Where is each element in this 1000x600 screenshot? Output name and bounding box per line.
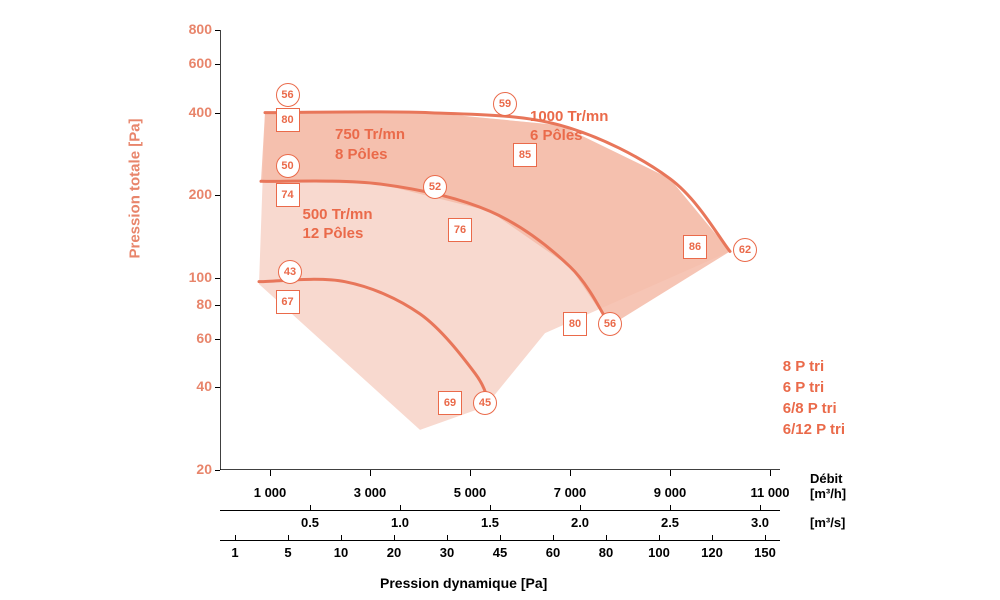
marker-square: 69	[438, 391, 462, 415]
curve-label: 500 Tr/mn12 Pôles	[303, 205, 373, 244]
x2-tick: 0.5	[301, 515, 319, 530]
x1-tick: 1 000	[254, 485, 287, 500]
x1-tick: 9 000	[654, 485, 687, 500]
x3-tick: 80	[599, 545, 613, 560]
y-tick: 60	[172, 330, 212, 346]
x3-tick: 20	[387, 545, 401, 560]
y-tick: 400	[172, 104, 212, 120]
x3-tick: 5	[284, 545, 291, 560]
x2-tick: 3.0	[751, 515, 769, 530]
x2-tick: 2.5	[661, 515, 679, 530]
x2-tick: 2.0	[571, 515, 589, 530]
marker-square: 85	[513, 143, 537, 167]
x1-tick: 5 000	[454, 485, 487, 500]
y-tick: 80	[172, 296, 212, 312]
marker-square: 80	[563, 312, 587, 336]
x2-tick: 1.0	[391, 515, 409, 530]
y-tick: 40	[172, 378, 212, 394]
y-tick: 600	[172, 55, 212, 71]
marker-circle: 56	[598, 312, 622, 336]
marker-square: 74	[276, 183, 300, 207]
legend-line: 8 P tri	[783, 356, 845, 377]
x2-unit: [m³/s]	[810, 515, 845, 530]
x1-tick: 11 000	[750, 485, 789, 500]
x1-label-right: Débit [m³/h]	[810, 471, 846, 501]
y-tick: 20	[172, 461, 212, 477]
x3-tick: 120	[701, 545, 723, 560]
marker-square: 76	[448, 218, 472, 242]
y-axis-label: Pression totale [Pa]	[127, 118, 144, 258]
x3-tick: 10	[334, 545, 348, 560]
marker-circle: 52	[423, 175, 447, 199]
y-tick: 200	[172, 186, 212, 202]
marker-circle: 50	[276, 154, 300, 178]
legend-line: 6/8 P tri	[783, 398, 845, 419]
marker-square: 67	[276, 290, 300, 314]
x2-tick: 1.5	[481, 515, 499, 530]
x1-tick: 7 000	[554, 485, 587, 500]
x3-tick: 150	[754, 545, 776, 560]
x3-tick: 45	[493, 545, 507, 560]
legend-line: 6 P tri	[783, 377, 845, 398]
x1-tick: 3 000	[354, 485, 387, 500]
marker-square: 86	[683, 235, 707, 259]
x3-tick: 30	[440, 545, 454, 560]
x3-label: Pression dynamique [Pa]	[380, 575, 547, 591]
marker-circle: 56	[276, 83, 300, 107]
legend-line: 6/12 P tri	[783, 419, 845, 440]
legend-box: 8 P tri 6 P tri 6/8 P tri 6/12 P tri	[783, 356, 845, 440]
curve-label: 750 Tr/mn8 Pôles	[335, 125, 405, 164]
curve-label: 1000 Tr/mn6 Pôles	[530, 107, 608, 146]
x3-tick: 1	[231, 545, 238, 560]
marker-circle: 43	[278, 260, 302, 284]
marker-circle: 45	[473, 391, 497, 415]
marker-square: 80	[276, 108, 300, 132]
x3-tick: 60	[546, 545, 560, 560]
y-tick: 100	[172, 269, 212, 285]
marker-circle: 59	[493, 92, 517, 116]
marker-circle: 62	[733, 238, 757, 262]
x3-tick: 100	[648, 545, 670, 560]
y-tick: 800	[172, 21, 212, 37]
